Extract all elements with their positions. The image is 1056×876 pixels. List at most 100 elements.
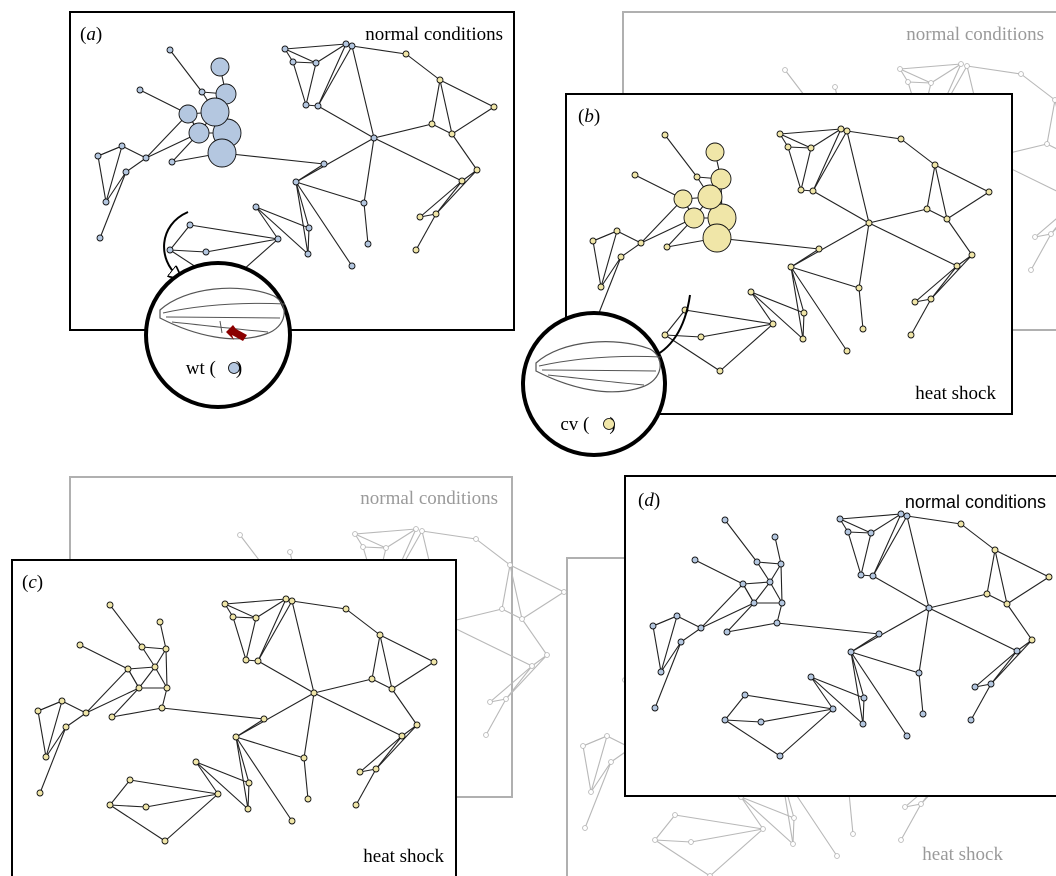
- panel-d-network-node: [847, 648, 855, 656]
- panel-c-network-node: [192, 758, 200, 766]
- panel-d-network-edge: [970, 683, 992, 721]
- panel-a-network-edge: [415, 213, 437, 251]
- panel-b-network-node: [865, 219, 873, 227]
- panel-c-background-network-edge: [354, 528, 417, 535]
- panel-d-network-node: [844, 528, 852, 536]
- panel-d-network-edge: [756, 561, 771, 583]
- panel-d-network-node: [1045, 573, 1053, 581]
- panel-d-network-edge: [850, 633, 880, 653]
- panel-d-network-edge: [654, 641, 682, 709]
- panel-d-background-network-edge: [674, 814, 764, 830]
- panel-b-network-edge: [930, 265, 958, 300]
- panel-c-background-network-edge: [509, 564, 523, 620]
- panel-b-network: [589, 125, 993, 375]
- panel-b-network-node: [968, 251, 976, 259]
- panel-a-network-edge: [295, 181, 365, 204]
- panel-b-wing-inset: [521, 311, 667, 457]
- panel-d-network-node: [983, 590, 991, 598]
- panel-b-network-node: [897, 135, 905, 143]
- panel-d-background-condition-label: heat shock: [922, 844, 1003, 865]
- panel-c-network-node: [260, 715, 268, 723]
- panel-b-network-edge: [640, 198, 684, 244]
- panel-b-network-edge: [790, 266, 848, 352]
- panel-c-network-node: [106, 601, 114, 609]
- panel-a-network-edge: [255, 206, 310, 229]
- panel-b-network-node: [697, 184, 723, 210]
- panel-b-network-node: [710, 168, 732, 190]
- panel-b-background-network-node: [964, 63, 970, 69]
- panel-d-network-node: [776, 752, 784, 760]
- panel-c-background-network-edge: [443, 622, 533, 667]
- panel-d-network-node: [875, 630, 883, 638]
- panel-d-background-network-edge: [582, 735, 608, 747]
- panel-b-network-edge: [664, 334, 702, 338]
- panel-d-network-node: [807, 673, 815, 681]
- panel-d-network-edge: [726, 602, 755, 633]
- panel-a-network-edge: [221, 152, 325, 165]
- panel-d-network-edge: [776, 622, 880, 635]
- panel-d-network-node: [860, 694, 868, 702]
- panel-d-network-edge: [760, 708, 834, 723]
- panel-a-network-node: [198, 88, 206, 96]
- panel-a-network-edge: [317, 105, 375, 139]
- panel-c-network-node: [245, 779, 253, 787]
- panel-c-network-node: [252, 614, 260, 622]
- panel-c-background-network-node: [473, 536, 479, 542]
- panel-a-network-edge: [435, 169, 478, 215]
- panel-b-background-network-edge: [966, 65, 1022, 75]
- panel-b-background-network-node: [928, 80, 934, 86]
- panel-b-network-node: [843, 127, 851, 135]
- panel-c-network-edge: [37, 700, 63, 712]
- panel-d-network-edge: [839, 518, 872, 534]
- panel-d-background-network-node: [760, 826, 766, 832]
- panel-d-label: (d): [638, 490, 660, 511]
- panel-a-network-edge: [295, 181, 309, 255]
- panel-b-network-edge: [716, 237, 820, 250]
- blue-node-legend-icon: [228, 362, 240, 374]
- panel-d-background-network-edge: [654, 839, 692, 843]
- panel-d-network-edge: [960, 523, 996, 551]
- panel-c-network-edge: [257, 598, 287, 662]
- panel-d-network-node: [753, 558, 761, 566]
- panel-d-network-edge: [928, 607, 1018, 652]
- panel-d-network-edge: [872, 575, 930, 609]
- panel-b-background-network-edge: [899, 68, 932, 84]
- panel-b-network-edge: [946, 218, 973, 256]
- panel-b-network-node: [843, 347, 851, 355]
- panel-c-condition-label: heat shock: [363, 846, 444, 867]
- panel-d-network-node: [691, 556, 699, 564]
- panel-b-network-node: [716, 367, 724, 375]
- panel-c-network-edge: [235, 736, 250, 784]
- panel-d-background-network-edge: [709, 828, 764, 876]
- panel-b-network-edge: [790, 248, 820, 268]
- panel-d-background-network-node: [850, 831, 856, 837]
- panel-b-network-edge: [790, 266, 804, 340]
- panel-c-network-node: [34, 707, 42, 715]
- panel-d-network-node: [651, 704, 659, 712]
- panel-a-network-node: [168, 158, 176, 166]
- panel-c-background-network-node: [561, 589, 567, 595]
- panel-c-network-edge: [379, 634, 393, 690]
- panel-c-network-edge: [109, 779, 131, 806]
- panel-c-network: [34, 595, 438, 845]
- panel-c-background-network-edge: [505, 665, 533, 700]
- panel-d-network-edge: [994, 549, 1008, 605]
- panel-d-network-edge: [990, 639, 1033, 685]
- panel-a-network-edge: [169, 249, 207, 253]
- panel-b-network-node: [613, 227, 621, 235]
- panel-a-network-edge: [363, 202, 369, 245]
- panel-c-frame: [11, 559, 457, 876]
- panel-c-network-edge: [154, 648, 167, 668]
- panel-b-network-edge: [812, 128, 842, 192]
- panel-d-network-node: [967, 716, 975, 724]
- panel-c-network-node: [229, 613, 237, 621]
- panel-a-network-edge: [97, 145, 123, 157]
- panel-c-network-node: [161, 837, 169, 845]
- panel-d-network-node: [771, 533, 779, 541]
- panel-a-network-edge: [431, 79, 441, 125]
- panel-b: (b) heat shock cv (): [521, 93, 1013, 457]
- panel-b-background-network-edge: [907, 81, 932, 84]
- panel-b-network-node: [799, 335, 807, 343]
- panel-c-network-node: [62, 723, 70, 731]
